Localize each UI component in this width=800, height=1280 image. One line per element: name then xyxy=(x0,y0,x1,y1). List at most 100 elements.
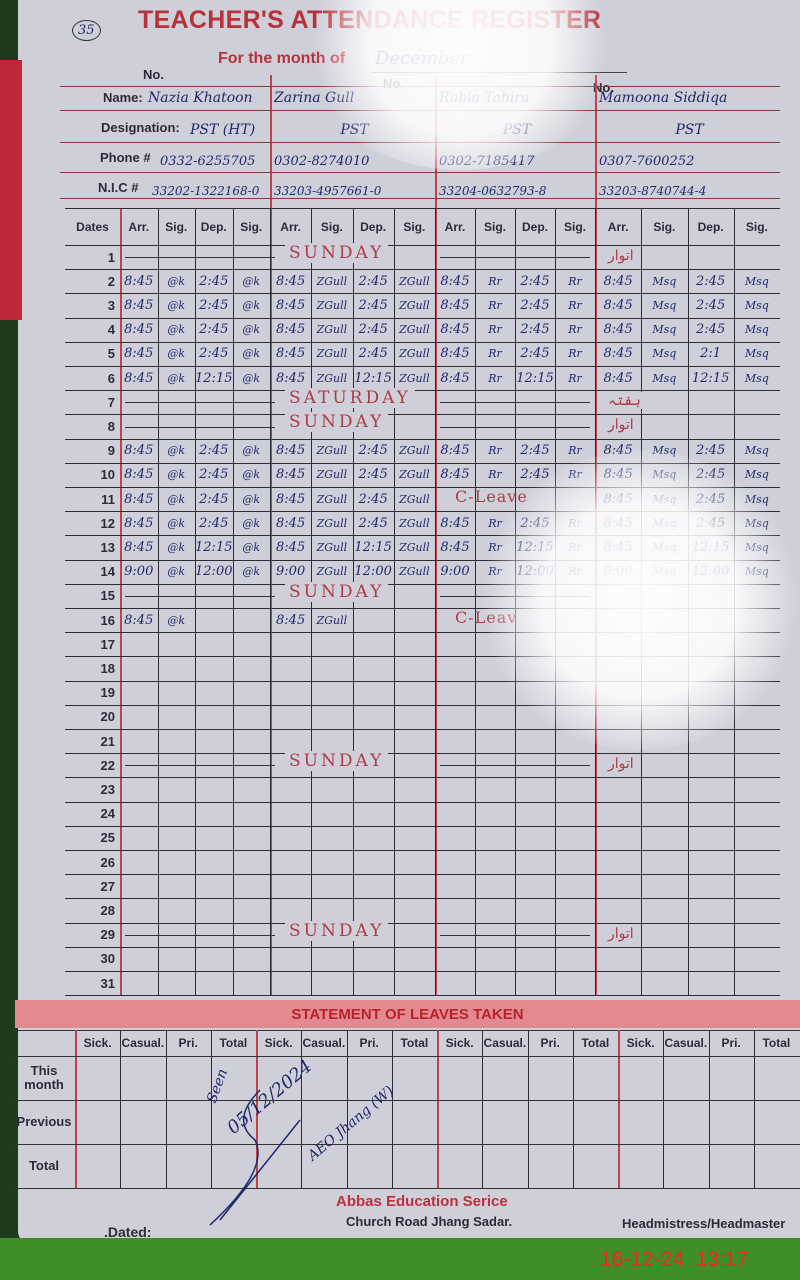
leaves-column-line xyxy=(210,1030,212,1188)
dash-line xyxy=(440,426,590,428)
teacher-phone: 0302-7185417 xyxy=(439,154,535,169)
grid-line xyxy=(65,390,780,392)
urdu-day-note: ہفتہ xyxy=(605,392,644,410)
signature-cell: Rr xyxy=(568,347,582,361)
teacher-name: Zarina Gull xyxy=(274,90,355,106)
signature-cell: @k xyxy=(242,565,261,579)
column-line xyxy=(232,208,234,996)
departure-cell: 2:45 xyxy=(520,273,550,289)
signature-cell: ZGull xyxy=(316,565,348,579)
column-line xyxy=(475,208,476,996)
urdu-day-note: اتوار xyxy=(605,247,637,264)
grid-line xyxy=(65,850,780,851)
signature-cell: @k xyxy=(242,371,261,385)
signature-cell: ZGull xyxy=(399,371,430,385)
leaves-column-line xyxy=(120,1030,122,1188)
grid-line xyxy=(65,293,780,295)
month-value: December xyxy=(375,48,469,69)
leaves-column-header: Total xyxy=(581,1036,610,1050)
signature-cell: Rr xyxy=(488,565,502,579)
signature-cell: ZGull xyxy=(316,371,348,385)
arrival-cell: 8:45 xyxy=(440,322,470,338)
bottom-green-cover xyxy=(0,1238,800,1280)
departure-cell: 2:45 xyxy=(520,297,550,313)
leaves-column-line xyxy=(572,1030,574,1188)
signature-cell: Rr xyxy=(488,371,502,385)
ruled-line xyxy=(60,86,780,87)
grid-line xyxy=(65,487,780,488)
date-cell: 22 xyxy=(100,757,115,773)
arrival-cell: 8:45 xyxy=(440,346,470,362)
departure-cell: 2:45 xyxy=(520,322,550,338)
ruled-line xyxy=(60,198,780,199)
date-cell: 13 xyxy=(100,539,115,555)
signature-cell: ZGull xyxy=(399,274,430,288)
column-line xyxy=(435,208,436,996)
date-cell: 27 xyxy=(100,878,115,894)
leaves-column-line xyxy=(301,1030,303,1188)
leaves-column-header: Casual. xyxy=(483,1036,527,1050)
departure-cell: 2:45 xyxy=(199,515,229,531)
date-cell: 11 xyxy=(101,491,115,507)
departure-cell: 2:45 xyxy=(358,322,388,338)
page-title: TEACHER'S ATTENDANCE REGISTER xyxy=(138,6,602,34)
day-note: SUNDAY xyxy=(285,581,389,602)
arrival-cell: 8:45 xyxy=(276,467,306,483)
urdu-day-note: اتوار xyxy=(605,924,637,942)
date-cell: 10 xyxy=(100,467,115,483)
grid-line xyxy=(65,535,780,537)
arrival-cell: 8:45 xyxy=(440,539,470,555)
arrival-cell: 8:45 xyxy=(603,443,633,459)
signature-cell: ZGull xyxy=(399,492,430,506)
signature-cell: Rr xyxy=(568,565,582,579)
date-cell: 26 xyxy=(100,854,115,870)
dash-line xyxy=(125,402,275,404)
grid-line xyxy=(65,632,780,634)
departure-cell: 12:15 xyxy=(354,539,392,555)
departure-cell: 12:15 xyxy=(195,370,233,386)
signature-cell: Msq xyxy=(744,298,769,312)
arrival-cell: 8:45 xyxy=(124,322,154,338)
phone-label: Phone # xyxy=(100,150,151,165)
leaves-column-header: Total xyxy=(400,1036,429,1050)
departure-cell: 2:45 xyxy=(199,322,229,338)
signature-cell: ZGull xyxy=(316,298,348,312)
leaves-column-header: Sick. xyxy=(626,1036,655,1050)
signature-cell: @k xyxy=(167,298,186,312)
grid-line xyxy=(65,245,780,246)
arrival-cell: 8:45 xyxy=(124,467,154,483)
departure-cell: 2:45 xyxy=(199,297,229,313)
signature-cell: @k xyxy=(242,540,261,554)
grid-line xyxy=(65,777,780,779)
teacher-phone: 0302-8274010 xyxy=(274,154,370,169)
arrival-cell: 8:45 xyxy=(440,297,470,313)
dash-line xyxy=(125,765,275,767)
departure-cell: 2:45 xyxy=(696,491,726,507)
column-header: Sig. xyxy=(240,219,263,234)
arrival-cell: 8:45 xyxy=(603,539,633,555)
day-note: SUNDAY xyxy=(285,412,389,433)
dash-line xyxy=(125,426,275,428)
arrival-cell: 8:45 xyxy=(603,515,633,531)
signature-cell: Msq xyxy=(652,347,677,361)
signature-cell: ZGull xyxy=(399,347,430,361)
arrival-cell: 8:45 xyxy=(124,612,154,628)
name-label: Name: xyxy=(103,90,143,105)
urdu-day-note: اتوار xyxy=(605,416,637,434)
leaves-block-divider xyxy=(256,1030,258,1188)
dash-line xyxy=(440,765,590,767)
dash-line xyxy=(440,595,590,597)
signature-cell: @k xyxy=(167,444,186,458)
dated-label: .Dated: xyxy=(104,1224,152,1240)
date-cell: 9 xyxy=(107,443,115,459)
column-line xyxy=(393,208,395,996)
signature-cell: Msq xyxy=(744,323,769,337)
signature-cell: Rr xyxy=(568,468,582,482)
departure-cell: 2:45 xyxy=(199,491,229,507)
signature-cell: ZGull xyxy=(316,347,348,361)
dash-line xyxy=(125,257,275,259)
leaves-row-line xyxy=(15,1100,800,1101)
departure-cell: 2:45 xyxy=(199,443,229,459)
teacher-name: Nazia Khatoon xyxy=(148,90,253,106)
date-cell: 20 xyxy=(100,709,115,725)
